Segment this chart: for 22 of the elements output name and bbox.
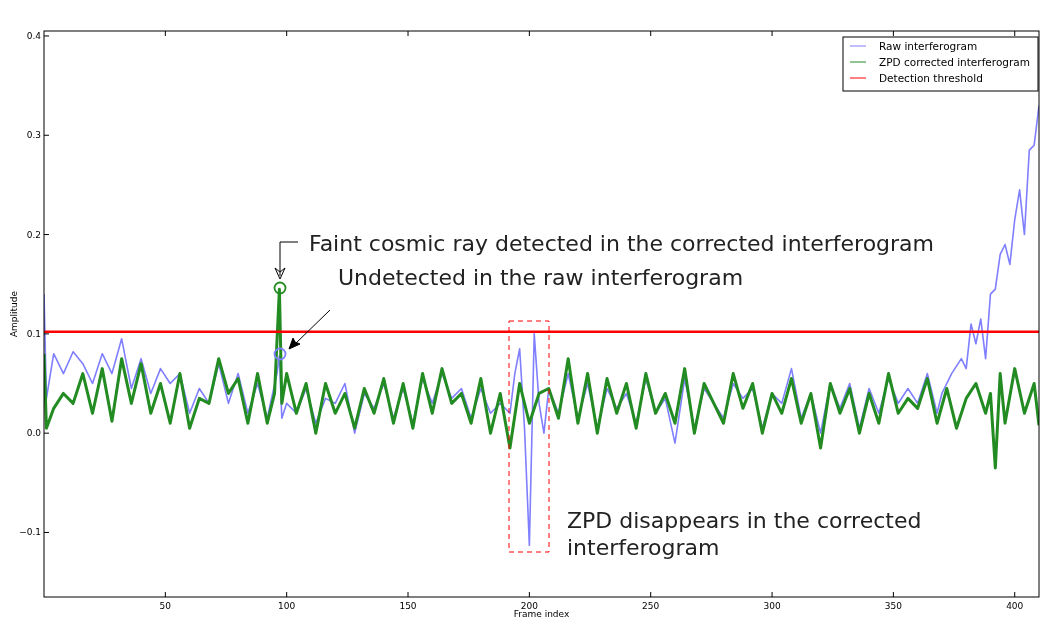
x-tick-label: 250 [642, 601, 660, 611]
legend-label: ZPD corrected interferogram [879, 56, 1030, 68]
y-tick-label: 0.2 [26, 229, 41, 240]
annotation: Faint cosmic ray detected in the corrected interferogram [309, 231, 935, 256]
x-tick-label: 50 [159, 601, 172, 611]
x-tick-label: 350 [884, 601, 903, 611]
y-tick-label: 0.1 [26, 328, 41, 339]
x-tick-label: 300 [763, 601, 781, 611]
x-tick-label: 400 [1006, 601, 1024, 611]
annotation: ZPD disappears in the corrected interferogram [567, 508, 922, 560]
y-tick-label: −0.1 [19, 527, 41, 538]
y-tick-label: 0.4 [26, 30, 42, 41]
x-tick-label: 100 [278, 601, 296, 611]
legend-label: Raw interferogram [879, 40, 978, 52]
legend-label: Detection threshold [879, 72, 983, 84]
annotation: Undetected in the raw interferogram [338, 265, 744, 290]
y-axis-title: Amplitude [9, 290, 19, 338]
x-tick-label: 150 [399, 601, 417, 611]
y-tick-label: 0.0 [26, 428, 42, 439]
x-tick-label: 200 [520, 601, 539, 611]
y-tick-label: 0.3 [26, 130, 41, 141]
x-axis-title: Frame index [513, 609, 570, 619]
